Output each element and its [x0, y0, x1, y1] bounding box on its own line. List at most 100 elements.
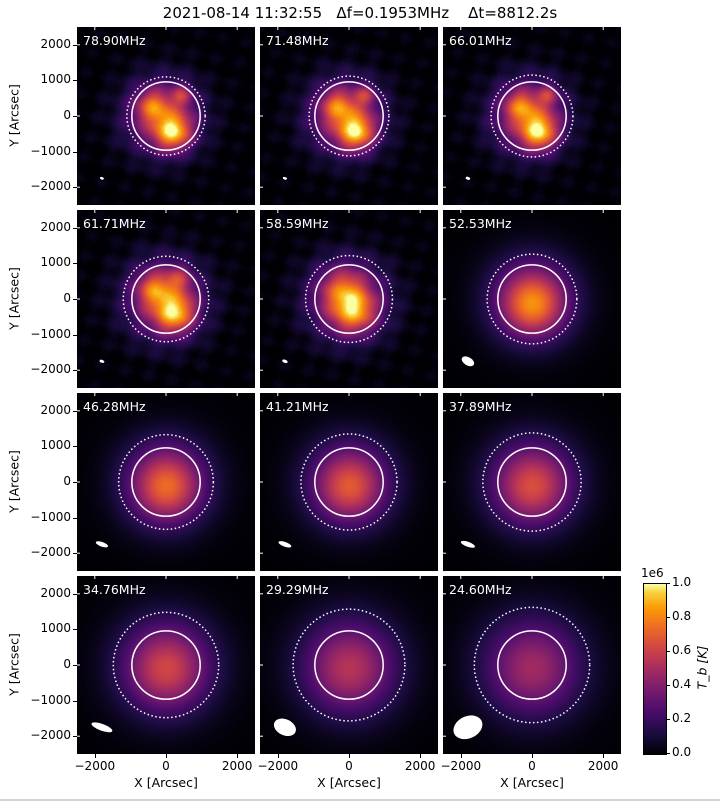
image-panel: 34.76MHz — [77, 576, 255, 754]
frequency-label: 61.71MHz — [83, 216, 146, 231]
colorbar-tick-label: 0.8 — [672, 609, 691, 623]
dotted-circle — [474, 607, 589, 722]
y-tick-label: 2000 — [40, 403, 71, 417]
colorbar-scale-label: 1e6 — [641, 566, 664, 580]
frequency-label: 71.48MHz — [266, 33, 329, 48]
beam-ellipse — [460, 539, 476, 549]
x-tick — [95, 754, 96, 758]
y-tick-label: 0 — [63, 657, 71, 671]
x-tick-label: 0 — [502, 759, 562, 773]
colorbar-tick-label: 0.2 — [672, 711, 691, 725]
y-tick — [73, 629, 77, 630]
frequency-label: 58.59MHz — [266, 216, 329, 231]
x-tick-label: 2000 — [573, 759, 633, 773]
overlay — [260, 576, 438, 754]
beam-ellipse — [465, 176, 470, 180]
beam-ellipse — [100, 176, 105, 180]
y-tick — [73, 80, 77, 81]
x-tick — [237, 754, 238, 758]
y-axis-label: Y [Arcsec] — [7, 61, 22, 171]
solar-disk-circle — [315, 82, 383, 150]
y-tick-label: 2000 — [40, 586, 71, 600]
beam-ellipse — [99, 359, 105, 363]
beam-ellipse — [450, 711, 487, 744]
beam-ellipse — [460, 354, 476, 368]
image-panel: 41.21MHz — [260, 393, 438, 571]
image-panel: 37.89MHz — [443, 393, 621, 571]
image-panel: 46.28MHz — [77, 393, 255, 571]
solar-disk-circle — [132, 265, 200, 333]
dotted-circle — [127, 77, 205, 155]
y-axis-label: Y [Arcsec] — [7, 244, 22, 354]
x-tick — [278, 754, 279, 758]
solar-disk-circle — [132, 82, 200, 150]
y-tick-label: −2000 — [30, 362, 71, 376]
y-tick — [73, 299, 77, 300]
y-tick — [73, 228, 77, 229]
x-tick-label: 0 — [136, 759, 196, 773]
y-tick — [73, 411, 77, 412]
image-panel: 66.01MHz — [443, 27, 621, 205]
colorbar-tick-label: 0.4 — [672, 677, 691, 691]
solar-disk-circle — [498, 82, 566, 150]
y-tick — [73, 187, 77, 188]
x-tick-label: −2000 — [248, 759, 308, 773]
image-panel: 24.60MHz — [443, 576, 621, 754]
image-panel: 71.48MHz — [260, 27, 438, 205]
beam-ellipse — [282, 176, 287, 180]
y-axis-label: Y [Arcsec] — [7, 427, 22, 537]
y-tick-label: −1000 — [30, 327, 71, 341]
y-tick-label: 2000 — [40, 37, 71, 51]
solar-disk-circle — [315, 448, 383, 516]
y-tick-label: −2000 — [30, 179, 71, 193]
frequency-label: 66.01MHz — [449, 33, 512, 48]
colorbar — [643, 583, 667, 755]
y-tick — [73, 518, 77, 519]
overlay — [443, 576, 621, 754]
colorbar-tick-label: 0.0 — [672, 745, 691, 759]
y-tick-label: −2000 — [30, 728, 71, 742]
x-tick-label: 0 — [319, 759, 379, 773]
solar-disk-circle — [498, 448, 566, 516]
y-tick — [73, 701, 77, 702]
y-tick — [73, 370, 77, 371]
y-tick-label: −2000 — [30, 545, 71, 559]
y-tick — [73, 594, 77, 595]
x-axis-label: X [Arcsec] — [77, 775, 255, 790]
frequency-label: 34.76MHz — [83, 582, 146, 597]
overlay — [443, 210, 621, 388]
frequency-label: 29.29MHz — [266, 582, 329, 597]
overlay — [77, 27, 255, 205]
dotted-circle — [491, 75, 573, 157]
dotted-circle — [119, 435, 214, 530]
y-tick-label: 0 — [63, 108, 71, 122]
y-tick — [73, 45, 77, 46]
overlay — [260, 27, 438, 205]
y-tick — [73, 335, 77, 336]
beam-ellipse — [278, 540, 292, 549]
image-panel: 61.71MHz — [77, 210, 255, 388]
solar-disk-circle — [498, 265, 566, 333]
x-tick — [349, 754, 350, 758]
y-tick-label: −1000 — [30, 693, 71, 707]
beam-ellipse — [90, 720, 113, 734]
y-tick-label: 0 — [63, 474, 71, 488]
y-tick-label: −1000 — [30, 144, 71, 158]
y-tick — [73, 263, 77, 264]
beam-ellipse — [271, 715, 299, 739]
x-tick — [603, 754, 604, 758]
divider — [0, 799, 720, 801]
y-tick — [73, 152, 77, 153]
x-tick-label: −2000 — [65, 759, 125, 773]
frequency-label: 52.53MHz — [449, 216, 512, 231]
y-tick — [73, 446, 77, 447]
image-panel: 29.29MHz — [260, 576, 438, 754]
overlay — [443, 393, 621, 571]
y-tick-label: 0 — [63, 291, 71, 305]
dotted-circle — [487, 254, 577, 344]
solar-disk-circle — [498, 631, 566, 699]
y-tick — [73, 482, 77, 483]
y-tick — [73, 736, 77, 737]
image-panel: 52.53MHz — [443, 210, 621, 388]
y-tick-label: 1000 — [40, 255, 71, 269]
